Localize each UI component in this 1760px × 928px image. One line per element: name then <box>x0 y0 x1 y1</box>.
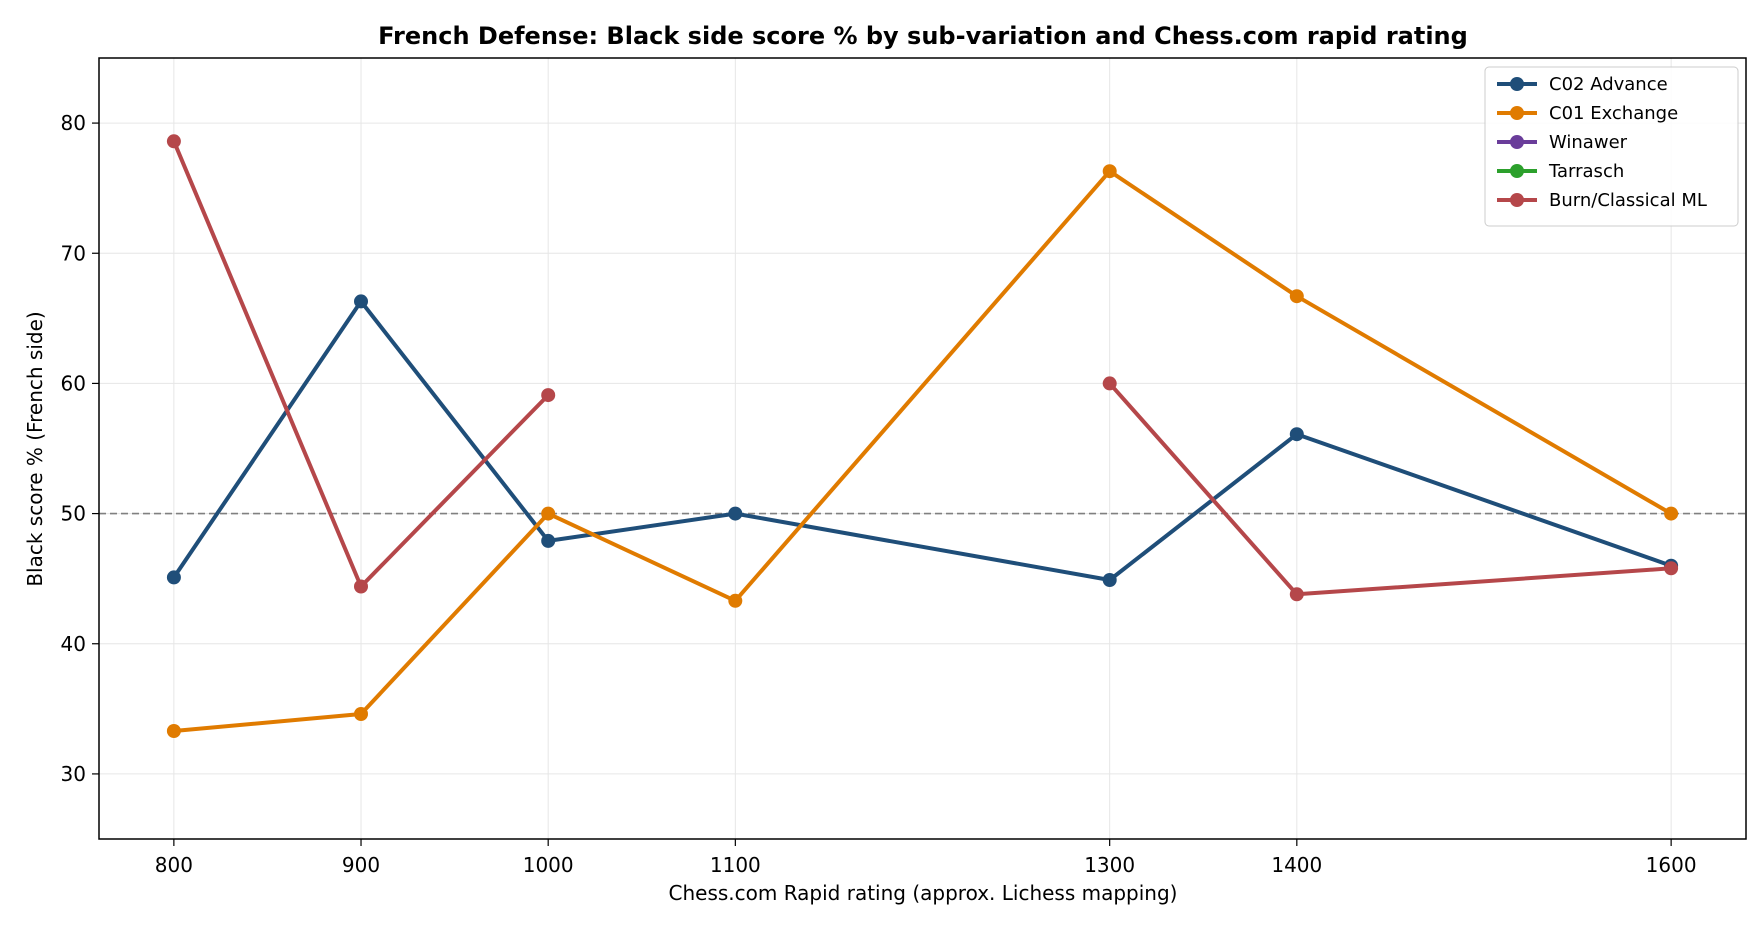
y-tick-label: 60 <box>61 371 86 395</box>
legend-swatch-marker <box>1510 77 1524 91</box>
x-tick-label: 1100 <box>710 853 761 877</box>
data-point-c01-exchange <box>1289 289 1304 304</box>
x-tick-label: 1300 <box>1084 853 1135 877</box>
chart-title: French Defense: Black side score % by su… <box>378 22 1468 50</box>
legend-label: Winawer <box>1549 132 1628 153</box>
legend-label: C01 Exchange <box>1549 103 1678 124</box>
y-tick-label: 50 <box>61 502 86 526</box>
x-tick-label: 900 <box>342 853 380 877</box>
legend-label: Tarrasch <box>1548 161 1624 182</box>
data-point-burn-classical-ml <box>166 134 181 149</box>
legend-swatch-marker <box>1510 164 1524 178</box>
y-tick-label: 80 <box>61 111 86 135</box>
data-point-burn-classical-ml <box>1102 376 1117 391</box>
series-c01-exchange <box>166 164 1679 738</box>
data-point-c01-exchange <box>166 724 181 738</box>
data-point-burn-classical-ml <box>1664 561 1679 576</box>
data-point-c02-advance <box>1289 427 1304 442</box>
legend-swatch-marker <box>1510 106 1524 120</box>
legend-label: Burn/Classical ML <box>1549 190 1707 211</box>
data-point-c01-exchange <box>1102 164 1117 179</box>
series-burn-classical-ml <box>166 134 1679 602</box>
x-axis: 800 900 1000 1100 1300 1400 1600 <box>155 839 1697 877</box>
data-point-c02-advance <box>166 570 181 585</box>
x-tick-label: 1400 <box>1271 853 1322 877</box>
y-tick-label: 40 <box>61 632 86 656</box>
plot-frame <box>98 57 1747 840</box>
y-tick-label: 30 <box>61 762 86 786</box>
x-axis-label: Chess.com Rapid rating (approx. Lichess … <box>669 881 1178 905</box>
data-point-c02-advance <box>1102 573 1117 587</box>
data-point-c02-advance <box>728 506 743 521</box>
legend-box <box>1484 66 1739 227</box>
data-point-c01-exchange <box>728 593 743 608</box>
y-tick-label: 70 <box>61 241 86 265</box>
legend-swatch-marker <box>1510 135 1524 149</box>
x-tick-label: 1000 <box>523 853 574 877</box>
y-axis: 30 40 50 60 70 80 <box>61 111 99 786</box>
data-point-c01-exchange <box>354 707 368 721</box>
series-c02-advance <box>166 294 1679 587</box>
x-tick-label: 800 <box>155 853 193 877</box>
x-tick-label: 1600 <box>1646 853 1697 877</box>
legend-label: C02 Advance <box>1549 74 1668 95</box>
data-point-c02-advance <box>354 294 368 309</box>
data-point-burn-classical-ml <box>541 388 556 403</box>
legend: C02 Advance C01 Exchange Winawer Tarrasch Bu… <box>1484 66 1739 227</box>
data-point-c01-exchange <box>1664 506 1679 521</box>
y-axis-label: Black score % (French side) <box>23 311 47 586</box>
data-point-burn-classical-ml <box>354 579 368 594</box>
legend-swatch-marker <box>1510 193 1524 207</box>
data-point-c02-advance <box>541 533 556 548</box>
series-group <box>166 134 1679 738</box>
data-point-c01-exchange <box>541 506 556 521</box>
data-point-burn-classical-ml <box>1289 587 1304 602</box>
